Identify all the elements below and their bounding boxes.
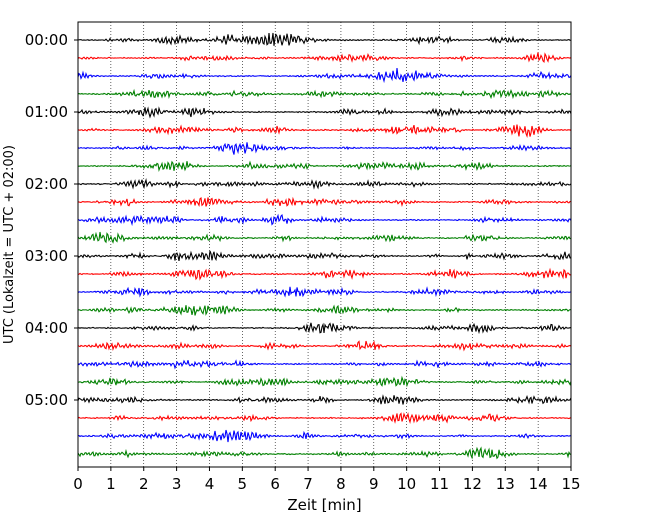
x-tick-label: 9	[369, 475, 379, 493]
traces	[77, 32, 572, 460]
trace-line	[77, 106, 572, 119]
trace-line	[77, 178, 572, 190]
trace-line	[77, 375, 572, 388]
y-tick-label: 05:00	[25, 391, 68, 409]
x-tick-label: 7	[303, 475, 313, 493]
x-tick-label: 5	[238, 475, 248, 493]
trace-line	[77, 142, 572, 155]
x-tick-label: 4	[205, 475, 215, 493]
y-tick-label: 00:00	[25, 31, 68, 49]
trace-line	[78, 160, 572, 172]
y-tick-label: 01:00	[25, 103, 68, 121]
x-tick-label: 3	[172, 475, 182, 493]
plot-frame	[77, 21, 572, 468]
trace-line	[77, 322, 572, 335]
x-tick-label: 8	[336, 475, 346, 493]
x-tick-label: 1	[106, 475, 116, 493]
trace-line	[77, 32, 572, 46]
x-tick-label: 10	[397, 475, 416, 493]
trace-line	[77, 429, 572, 443]
y-tick-label: 04:00	[25, 319, 68, 337]
x-tick-label: 13	[496, 475, 515, 493]
trace-line	[77, 196, 571, 208]
y-axis-label: UTC (Lokalzeit = UTC + 02:00)	[2, 145, 17, 344]
x-tick-label: 0	[73, 475, 83, 493]
x-tick-label: 11	[430, 475, 449, 493]
y-axis: 00:00 01:00 02:00 03:00 04:00 05:00	[25, 31, 78, 409]
trace-line	[77, 359, 572, 370]
trace-line	[77, 446, 572, 460]
trace-line	[77, 68, 572, 84]
grid-lines	[110, 22, 539, 467]
trace-line	[77, 124, 572, 138]
y-tick-label: 03:00	[25, 247, 68, 265]
x-axis: 0 1 2 3 4 5 6 7 8 9 10 11 12 13 14 15	[73, 467, 581, 493]
trace-line	[77, 412, 572, 424]
trace-line	[77, 304, 572, 316]
x-axis-label: Zeit [min]	[287, 496, 361, 514]
trace-line	[77, 88, 572, 100]
trace-line	[77, 250, 572, 262]
trace-line	[77, 267, 572, 281]
x-tick-label: 6	[270, 475, 280, 493]
trace-line	[77, 213, 572, 227]
x-tick-label: 12	[463, 475, 482, 493]
x-tick-label: 14	[529, 475, 548, 493]
trace-line	[77, 52, 572, 63]
trace-line	[77, 394, 572, 405]
x-tick-label: 2	[139, 475, 149, 493]
trace-line	[77, 286, 572, 298]
y-tick-label: 02:00	[25, 175, 68, 193]
trace-line	[77, 231, 572, 244]
trace-line	[77, 340, 572, 352]
x-tick-label: 15	[561, 475, 580, 493]
